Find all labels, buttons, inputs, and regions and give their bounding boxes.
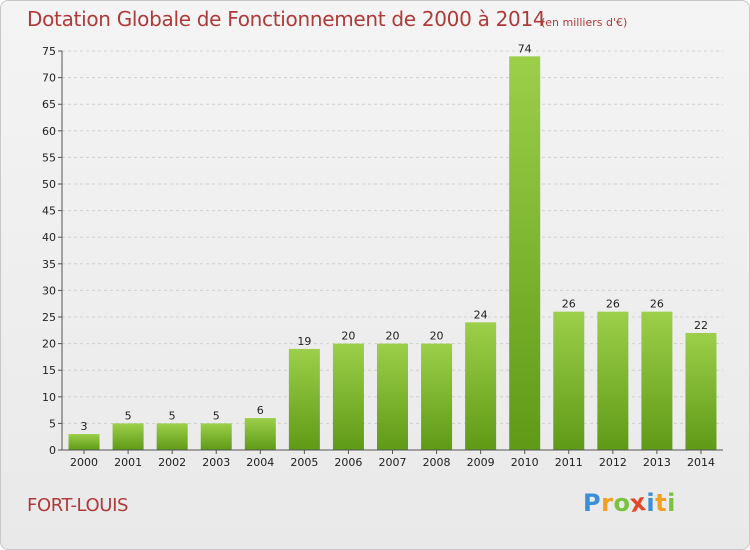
commune-name: FORT-LOUIS xyxy=(27,495,129,516)
y-tick-label: 10 xyxy=(42,391,56,404)
y-tick-label: 15 xyxy=(42,364,56,377)
data-label-2004: 6 xyxy=(257,404,264,417)
bar-2001 xyxy=(112,423,144,450)
x-axis: 2000 2001 2002 2003 2004 2005 2006 2007 2008 2009… xyxy=(62,449,723,469)
logo-letter: o xyxy=(613,489,631,517)
bar-2009 xyxy=(465,322,497,450)
bar-2005 xyxy=(288,348,320,450)
data-label-2012: 26 xyxy=(606,298,620,311)
bar-2007 xyxy=(377,343,408,450)
y-tick-label: 0 xyxy=(49,444,56,457)
data-label-2002: 5 xyxy=(169,409,176,422)
x-tick-label-2008: 2008 xyxy=(423,456,451,469)
logo-letter: r xyxy=(601,489,614,517)
data-label-2006: 20 xyxy=(341,330,355,343)
chart-title: Dotation Globale de Fonctionnement de 20… xyxy=(27,7,546,31)
y-tick-label: 55 xyxy=(42,151,56,164)
bar-2008 xyxy=(421,343,453,450)
x-tick-label-2006: 2006 xyxy=(334,456,362,469)
chart-subtitle: (en milliers d'€) xyxy=(541,16,628,29)
x-tick-label-2005: 2005 xyxy=(290,456,318,469)
bar-2003 xyxy=(200,423,232,450)
bar-2004 xyxy=(244,418,276,450)
data-label-2013: 26 xyxy=(650,298,664,311)
x-tick-label-2000: 2000 xyxy=(70,456,98,469)
y-tick-label: 30 xyxy=(42,284,56,297)
bar-2010 xyxy=(509,56,541,450)
y-tick-label: 65 xyxy=(42,98,56,111)
x-tick-label-2004: 2004 xyxy=(246,456,274,469)
y-tick-label: 25 xyxy=(42,311,56,324)
logo-letter: t xyxy=(655,489,668,517)
logo-letter: i xyxy=(667,489,676,517)
y-tick-label: 20 xyxy=(42,338,56,351)
x-tick-label-2001: 2001 xyxy=(114,456,142,469)
logo-letter: P xyxy=(583,489,602,517)
y-axis: 0 5 10 15 20 25 30 35 40 45 50 55 60 65 70 75 xyxy=(42,45,63,457)
x-tick-label-2003: 2003 xyxy=(202,456,230,469)
data-label-2001: 5 xyxy=(125,409,132,422)
y-tick-label: 5 xyxy=(49,417,56,430)
x-tick-label-2010: 2010 xyxy=(511,456,539,469)
y-tick-label: 45 xyxy=(42,205,56,218)
bar-2013 xyxy=(641,311,673,450)
data-label-2010: 74 xyxy=(518,42,532,55)
logo-letter: x xyxy=(628,488,649,518)
data-label-2011: 26 xyxy=(562,298,576,311)
data-label-2000: 3 xyxy=(81,420,88,433)
x-tick-label-2013: 2013 xyxy=(643,456,671,469)
proxiti-logo: Proxiti xyxy=(583,488,676,518)
logo-letter: i xyxy=(646,489,656,517)
data-label-2009: 24 xyxy=(474,308,488,321)
y-tick-label: 35 xyxy=(42,258,56,271)
bar-2014 xyxy=(685,332,717,450)
x-tick-label-2009: 2009 xyxy=(467,456,495,469)
x-tick-label-2007: 2007 xyxy=(379,456,407,469)
bar-2011 xyxy=(553,311,585,450)
data-label-2008: 20 xyxy=(430,330,444,343)
x-tick-label-2012: 2012 xyxy=(599,456,627,469)
bar-series: 3 5 5 5 6 19 20 20 20 24 74 26 26 26 22 xyxy=(68,42,717,450)
bar-2000 xyxy=(68,434,100,450)
x-tick-label-2014: 2014 xyxy=(687,456,715,469)
y-tick-label: 50 xyxy=(42,178,56,191)
data-label-2005: 19 xyxy=(297,335,311,348)
data-label-2014: 22 xyxy=(694,319,708,332)
data-label-2007: 20 xyxy=(386,330,400,343)
bar-2012 xyxy=(597,311,629,450)
y-tick-label: 75 xyxy=(42,45,56,58)
y-tick-label: 70 xyxy=(42,72,56,85)
x-tick-label-2011: 2011 xyxy=(555,456,583,469)
bar-2002 xyxy=(156,423,188,450)
y-tick-label: 40 xyxy=(42,231,56,244)
y-tick-label: 60 xyxy=(42,125,56,138)
bar-2006 xyxy=(332,343,364,450)
data-label-2003: 5 xyxy=(213,409,220,422)
x-tick-label-2002: 2002 xyxy=(158,456,186,469)
